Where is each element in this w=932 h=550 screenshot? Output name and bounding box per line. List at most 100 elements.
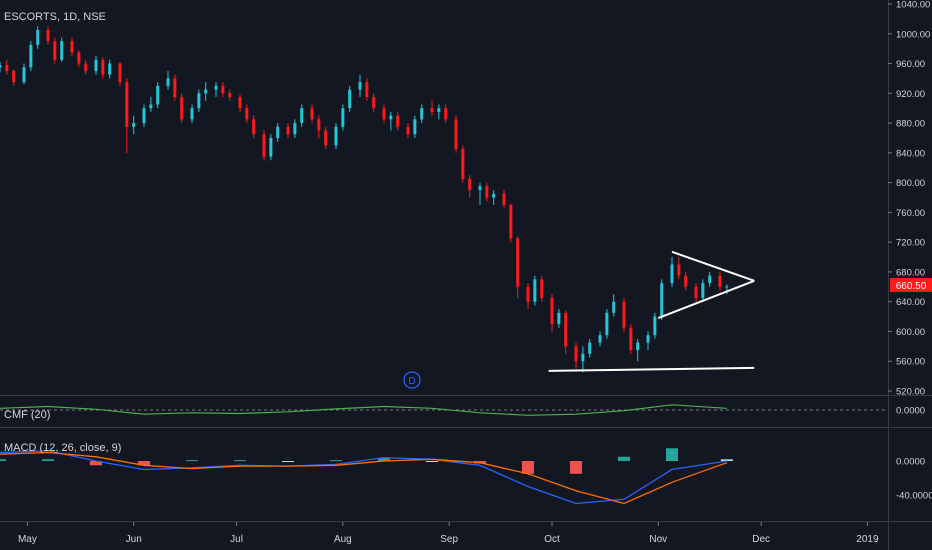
price-tick-label: 720.00 bbox=[896, 238, 925, 249]
candle-body bbox=[334, 126, 338, 146]
candle-body bbox=[108, 63, 112, 75]
candle-body bbox=[612, 301, 616, 313]
candle-body bbox=[718, 275, 722, 287]
macd-line bbox=[0, 450, 727, 505]
candle-body bbox=[365, 82, 369, 98]
candle-body bbox=[598, 335, 602, 343]
candle-body bbox=[125, 82, 129, 127]
candle-body bbox=[36, 30, 40, 45]
macd-histogram-bar bbox=[234, 460, 246, 462]
candle-body bbox=[581, 353, 585, 362]
candle-body bbox=[94, 59, 98, 71]
dividend-marker[interactable]: D bbox=[403, 371, 421, 389]
candle-body bbox=[509, 204, 513, 239]
candle-body bbox=[725, 286, 729, 288]
macd-histogram-bar bbox=[522, 461, 534, 474]
price-tick-label: 760.00 bbox=[896, 208, 925, 219]
pattern-drawings[interactable] bbox=[548, 250, 755, 372]
time-tick-label: 2019 bbox=[856, 534, 879, 545]
candle-body bbox=[12, 70, 16, 83]
macd-histogram-bar bbox=[720, 459, 733, 461]
candle-body bbox=[444, 108, 448, 120]
cmf-tick-label: 0.0000 bbox=[896, 406, 925, 417]
cmf-indicator[interactable] bbox=[0, 404, 888, 416]
candle-body bbox=[149, 104, 153, 109]
candle-body bbox=[5, 65, 9, 71]
macd-label: MACD (12, 26, close, 9) bbox=[4, 442, 121, 454]
candle-body bbox=[190, 108, 194, 120]
macd-histogram-bar bbox=[0, 459, 6, 461]
candle-body bbox=[550, 297, 554, 325]
candle-body bbox=[430, 108, 434, 112]
price-tick-label: 920.00 bbox=[896, 89, 925, 100]
candle-body bbox=[118, 63, 122, 83]
candle-body bbox=[0, 65, 2, 68]
last-price-tag: 660.50 bbox=[890, 278, 932, 292]
candlestick-series[interactable] bbox=[0, 26, 729, 373]
time-tick-label: Jul bbox=[230, 534, 243, 545]
candle-body bbox=[701, 283, 705, 298]
candle-body bbox=[605, 312, 609, 336]
price-tick-label: 960.00 bbox=[896, 59, 925, 70]
macd-histogram-bar bbox=[282, 461, 294, 462]
cmf-label: CMF (20) bbox=[4, 409, 50, 421]
candle-body bbox=[300, 108, 304, 124]
candle-body bbox=[574, 346, 578, 362]
candle-body bbox=[540, 279, 544, 298]
candle-body bbox=[276, 126, 280, 138]
macd-histogram-bar bbox=[330, 460, 342, 462]
candle-body bbox=[262, 134, 266, 157]
macd-histogram-bar bbox=[90, 461, 102, 466]
macd-indicator[interactable] bbox=[0, 448, 733, 505]
signal-line bbox=[0, 451, 728, 505]
time-tick-label: Sep bbox=[440, 534, 458, 545]
price-tick-label: 1040.00 bbox=[896, 0, 930, 11]
triangle-lower-line bbox=[657, 279, 755, 319]
candle-body bbox=[252, 119, 256, 135]
price-tick-label: 1000.00 bbox=[896, 29, 930, 40]
time-tick-label: May bbox=[18, 534, 37, 545]
candle-body bbox=[478, 186, 482, 191]
candle-body bbox=[77, 52, 81, 64]
macd-histogram-bar bbox=[618, 456, 630, 461]
candle-body bbox=[204, 89, 208, 94]
dividend-label: D bbox=[408, 376, 415, 387]
candle-body bbox=[646, 335, 650, 343]
candle-body bbox=[708, 275, 712, 284]
candle-body bbox=[653, 316, 657, 336]
macd-histogram-bar bbox=[138, 461, 150, 466]
time-tick-label: Dec bbox=[752, 534, 770, 545]
candle-body bbox=[84, 63, 88, 71]
support-line bbox=[548, 366, 755, 372]
macd-histogram-bar bbox=[186, 460, 198, 462]
candle-body bbox=[485, 186, 489, 198]
candle-body bbox=[310, 108, 314, 120]
symbol-title: ESCORTS, 1D, NSE bbox=[4, 11, 106, 23]
axes: 1040.00 1000.00 960.00 920.00 880.00 840.00 80… bbox=[18, 0, 932, 545]
price-tick-label: 520.00 bbox=[896, 387, 925, 398]
macd-histogram-bar bbox=[426, 461, 438, 462]
candle-body bbox=[317, 119, 321, 131]
candle-body bbox=[533, 279, 537, 302]
candle-body bbox=[461, 149, 465, 179]
candle-body bbox=[53, 41, 57, 60]
candle-body bbox=[173, 78, 177, 98]
macd-tick-label: 0.0000 bbox=[896, 457, 925, 468]
macd-histogram-bar bbox=[666, 448, 678, 461]
candle-body bbox=[389, 115, 393, 120]
candle-body bbox=[670, 264, 674, 284]
price-tick-label: 640.00 bbox=[896, 297, 925, 308]
candle-body bbox=[29, 44, 33, 68]
cmf-line bbox=[0, 404, 727, 416]
candle-body bbox=[341, 108, 345, 127]
macd-histogram-bar bbox=[42, 459, 54, 461]
candle-body bbox=[132, 123, 136, 127]
candle-body bbox=[60, 41, 64, 60]
candle-body bbox=[629, 327, 633, 351]
candle-body bbox=[348, 89, 352, 109]
candle-body bbox=[238, 97, 242, 109]
time-tick-label: Oct bbox=[544, 534, 560, 545]
candle-body bbox=[269, 137, 273, 157]
